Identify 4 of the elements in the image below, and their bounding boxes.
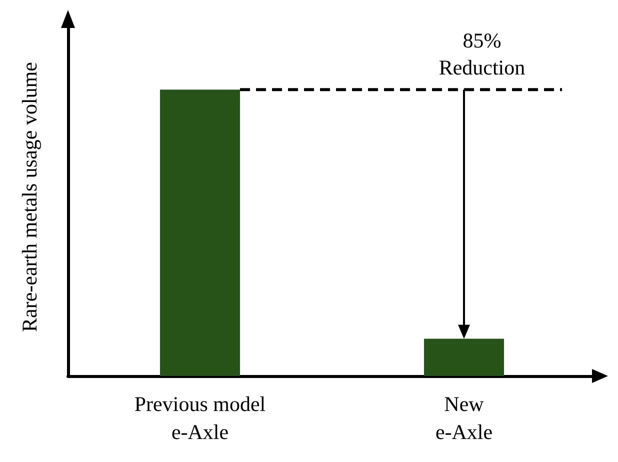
y-axis-title: Rare-earth metals usage volume — [18, 62, 42, 332]
x-tick-label: New e-Axle — [435, 392, 493, 444]
text: 85% Reduction — [438, 28, 526, 80]
x-tick-label: Previous model e-Axle — [134, 392, 266, 444]
